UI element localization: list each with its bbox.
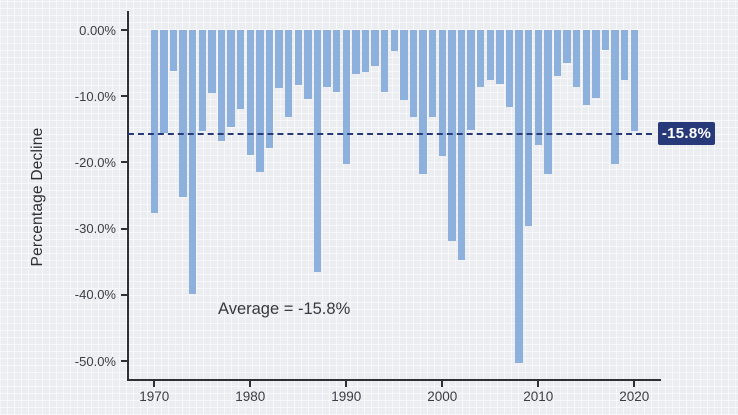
bar-1992 bbox=[361, 30, 370, 72]
bar-1990 bbox=[342, 30, 351, 164]
bar-1977 bbox=[217, 30, 226, 142]
y-tick-label: -50.0% bbox=[74, 353, 116, 369]
bar-1995 bbox=[390, 30, 399, 51]
y-tick-mark bbox=[121, 227, 127, 230]
bar-1996 bbox=[400, 30, 408, 100]
bar-1982 bbox=[265, 30, 274, 149]
x-axis-line bbox=[127, 379, 661, 381]
bar-1973 bbox=[179, 30, 187, 198]
bar-2019 bbox=[620, 30, 629, 80]
bar-1994 bbox=[380, 30, 389, 93]
bar-2002 bbox=[457, 30, 466, 260]
x-tick-label: 2010 bbox=[523, 389, 554, 404]
bar-1981 bbox=[256, 30, 264, 173]
y-tick-mark bbox=[121, 161, 127, 164]
bar-1998 bbox=[419, 30, 427, 174]
bar-2009 bbox=[524, 30, 533, 226]
bar-2004 bbox=[476, 30, 485, 87]
bar-1970 bbox=[150, 30, 159, 213]
bar-2020 bbox=[630, 30, 639, 131]
bar-1999 bbox=[428, 30, 437, 117]
bar-1975 bbox=[198, 30, 207, 132]
x-tick-mark bbox=[153, 381, 156, 387]
average-value-badge: -15.8% bbox=[658, 122, 715, 145]
bar-1988 bbox=[323, 30, 331, 87]
x-tick-mark bbox=[441, 381, 444, 387]
bar-2008 bbox=[515, 30, 523, 363]
bar-1989 bbox=[332, 30, 341, 92]
average-annotation-text: Average = -15.8% bbox=[218, 300, 351, 318]
bar-2018 bbox=[611, 30, 619, 164]
y-tick-label: -30.0% bbox=[74, 221, 116, 237]
x-tick-mark bbox=[633, 381, 636, 387]
y-axis-line bbox=[127, 11, 129, 380]
y-tick-label: -40.0% bbox=[74, 287, 116, 303]
bar-1993 bbox=[371, 30, 379, 66]
x-tick-mark bbox=[249, 381, 252, 387]
bar-1972 bbox=[169, 30, 178, 72]
bar-2006 bbox=[496, 30, 504, 84]
bar-2017 bbox=[601, 30, 610, 50]
bar-2012 bbox=[553, 30, 562, 77]
bar-1971 bbox=[160, 30, 168, 133]
x-tick-mark bbox=[345, 381, 348, 387]
bar-1987 bbox=[313, 30, 322, 272]
x-tick-label: 1970 bbox=[139, 389, 170, 404]
x-tick-label: 1990 bbox=[331, 389, 362, 404]
y-tick-mark bbox=[121, 293, 127, 296]
x-tick-label: 2000 bbox=[427, 389, 458, 404]
bar-2016 bbox=[592, 30, 600, 99]
bar-2000 bbox=[438, 30, 447, 157]
bar-1985 bbox=[294, 30, 303, 85]
y-tick-mark bbox=[121, 360, 127, 362]
x-tick-label: 1980 bbox=[235, 389, 266, 404]
bar-2010 bbox=[534, 30, 543, 146]
y-tick-label: -10.0% bbox=[74, 88, 116, 104]
x-tick-label: 2020 bbox=[619, 389, 650, 404]
bar-2013 bbox=[563, 30, 571, 64]
y-tick-mark bbox=[121, 29, 127, 31]
bar-1979 bbox=[236, 30, 245, 109]
bar-1976 bbox=[208, 30, 216, 93]
x-tick-mark bbox=[537, 381, 540, 387]
bar-1980 bbox=[246, 30, 255, 156]
y-tick-label: 0.00% bbox=[79, 22, 116, 38]
bar-2005 bbox=[486, 30, 495, 81]
bar-2007 bbox=[505, 30, 514, 108]
bar-2003 bbox=[467, 30, 475, 130]
bar-2001 bbox=[448, 30, 456, 241]
bar-2011 bbox=[544, 30, 552, 175]
y-axis-title: Percentage Decline bbox=[29, 127, 46, 267]
bar-1986 bbox=[304, 30, 312, 99]
bar-1974 bbox=[188, 30, 197, 295]
bar-2015 bbox=[582, 30, 591, 106]
bar-1984 bbox=[284, 30, 293, 117]
y-tick-label: -20.0% bbox=[74, 154, 116, 170]
bar-1978 bbox=[227, 30, 235, 127]
bar-1997 bbox=[409, 30, 418, 117]
bar-1983 bbox=[275, 30, 283, 89]
bar-1991 bbox=[352, 30, 360, 74]
average-dashed-line bbox=[128, 133, 652, 135]
y-tick-mark bbox=[121, 95, 127, 98]
bar-2014 bbox=[572, 30, 581, 87]
